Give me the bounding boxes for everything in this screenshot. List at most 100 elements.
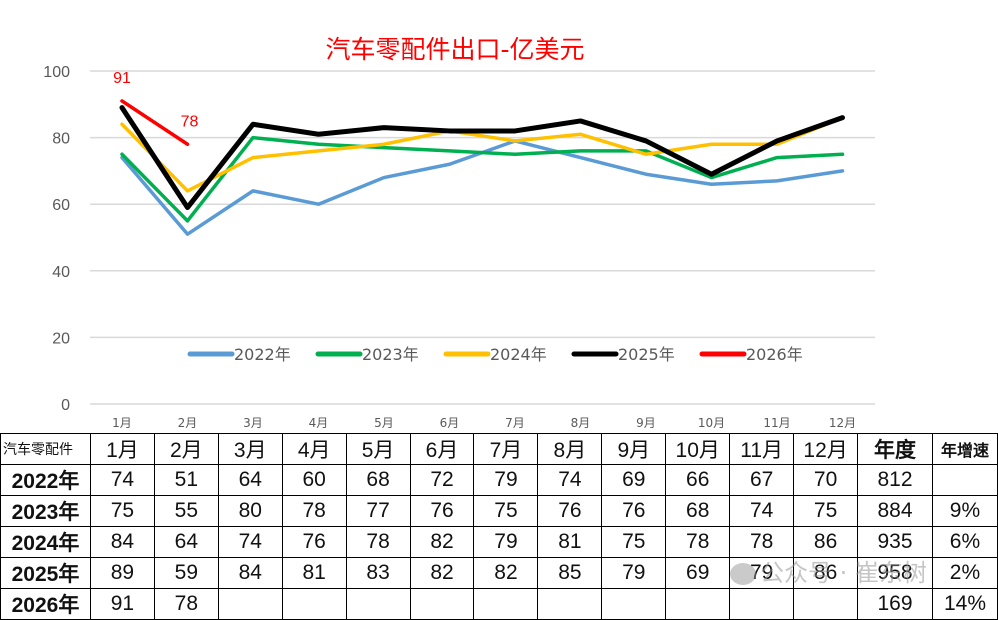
table-row: 2023年 75 55 80 78 77 76 75 76 76 68 74 75 884 9% xyxy=(0,495,998,527)
month-value: 82 xyxy=(473,557,539,589)
month-value: 75 xyxy=(793,495,859,527)
series-line-2023年 xyxy=(120,135,845,223)
growth-value xyxy=(931,464,998,496)
month-value: 64 xyxy=(153,526,219,558)
annual-value: 935 xyxy=(857,526,933,558)
month-value: 67 xyxy=(729,464,795,496)
y-tick-label: 100 xyxy=(43,64,70,81)
month-header: 7月 xyxy=(473,433,539,465)
table-row: 2026年 91 78 169 14% xyxy=(0,588,998,620)
y-tick-label: 0 xyxy=(61,397,70,414)
x-tick-label: 7月 xyxy=(505,416,525,430)
table-header-row: 汽车零配件 1月 2月 3月 4月 5月 6月 7月 8月 9月 10月 11月 12月 年度 年增速 xyxy=(0,433,998,465)
y-tick-label: 60 xyxy=(52,197,70,214)
month-value: 76 xyxy=(409,495,475,527)
chart-title: 汽车零配件出口-亿美元 xyxy=(325,35,585,64)
month-header: 1月 xyxy=(89,433,155,465)
row-year-label: 2026年 xyxy=(0,588,91,620)
month-value: 72 xyxy=(409,464,475,496)
month-value: 79 xyxy=(473,464,539,496)
month-value: 74 xyxy=(729,495,795,527)
x-tick-label: 2月 xyxy=(178,416,198,430)
x-tick-label: 12月 xyxy=(829,416,856,430)
series-line-2024年 xyxy=(120,115,845,193)
growth-value: 14% xyxy=(931,588,998,620)
annual-value: 812 xyxy=(857,464,933,496)
month-value xyxy=(409,588,475,620)
y-tick-label: 20 xyxy=(52,330,70,347)
month-value: 77 xyxy=(345,495,411,527)
month-value xyxy=(729,588,795,620)
month-header: 6月 xyxy=(409,433,475,465)
month-value: 78 xyxy=(729,526,795,558)
month-value xyxy=(537,588,603,620)
month-value: 69 xyxy=(665,557,731,589)
month-value: 91 xyxy=(89,588,155,620)
data-label: 78 xyxy=(181,113,199,130)
table-row: 2025年 89 59 84 81 83 82 82 85 79 69 79 86 958 2% xyxy=(0,557,998,589)
month-value: 68 xyxy=(345,464,411,496)
row-year-label: 2022年 xyxy=(0,464,91,496)
row-year-label: 2023年 xyxy=(0,495,91,527)
legend-label: 2026年 xyxy=(746,345,803,364)
legend-label: 2023年 xyxy=(362,345,419,364)
month-value: 78 xyxy=(281,495,347,527)
month-value: 82 xyxy=(409,557,475,589)
month-value: 74 xyxy=(537,464,603,496)
month-value: 79 xyxy=(601,557,667,589)
month-value: 84 xyxy=(89,526,155,558)
x-tick-label: 5月 xyxy=(374,416,394,430)
month-value: 75 xyxy=(89,495,155,527)
month-value: 51 xyxy=(153,464,219,496)
row-year-label: 2025年 xyxy=(0,557,91,589)
month-value: 74 xyxy=(89,464,155,496)
month-value: 69 xyxy=(601,464,667,496)
month-value: 76 xyxy=(601,495,667,527)
data-table: 汽车零配件 1月 2月 3月 4月 5月 6月 7月 8月 9月 10月 11月 12月 年度 年增速 202… xyxy=(0,433,998,620)
month-header: 8月 xyxy=(537,433,603,465)
growth-value: 6% xyxy=(931,526,998,558)
table-corner-label: 汽车零配件 xyxy=(0,433,91,465)
month-value xyxy=(281,588,347,620)
month-header: 3月 xyxy=(217,433,283,465)
month-header: 9月 xyxy=(601,433,667,465)
month-value: 79 xyxy=(473,526,539,558)
data-label: 91 xyxy=(113,70,131,87)
month-value: 74 xyxy=(217,526,283,558)
month-value: 75 xyxy=(601,526,667,558)
month-value xyxy=(665,588,731,620)
x-tick-label: 11月 xyxy=(763,416,790,430)
x-tick-label: 6月 xyxy=(440,416,460,430)
month-value xyxy=(601,588,667,620)
annual-header: 年度 xyxy=(857,433,933,465)
month-value: 70 xyxy=(793,464,859,496)
month-value: 84 xyxy=(217,557,283,589)
month-value xyxy=(473,588,539,620)
month-value: 68 xyxy=(665,495,731,527)
legend-label: 2025年 xyxy=(618,345,675,364)
table-row: 2022年 74 51 64 60 68 72 79 74 69 66 67 70 812 xyxy=(0,464,998,496)
month-value xyxy=(217,588,283,620)
month-value: 75 xyxy=(473,495,539,527)
x-tick-label: 10月 xyxy=(698,416,725,430)
annual-value: 884 xyxy=(857,495,933,527)
x-tick-label: 8月 xyxy=(571,416,591,430)
month-value: 60 xyxy=(281,464,347,496)
month-value: 81 xyxy=(281,557,347,589)
growth-header: 年增速 xyxy=(931,433,998,465)
growth-value: 9% xyxy=(931,495,998,527)
month-value: 89 xyxy=(89,557,155,589)
table-row: 2024年 84 64 74 76 78 82 79 81 75 78 78 86 935 6% xyxy=(0,526,998,558)
legend-label: 2024年 xyxy=(490,345,547,364)
month-value: 76 xyxy=(537,495,603,527)
x-tick-label: 4月 xyxy=(309,416,329,430)
annual-value: 169 xyxy=(857,588,933,620)
x-tick-label: 3月 xyxy=(243,416,263,430)
series-line-2025年 xyxy=(119,105,845,211)
annual-value: 958 xyxy=(857,557,933,589)
month-value: 79 xyxy=(729,557,795,589)
month-value: 78 xyxy=(345,526,411,558)
month-value: 82 xyxy=(409,526,475,558)
month-value: 86 xyxy=(793,557,859,589)
month-value: 55 xyxy=(153,495,219,527)
